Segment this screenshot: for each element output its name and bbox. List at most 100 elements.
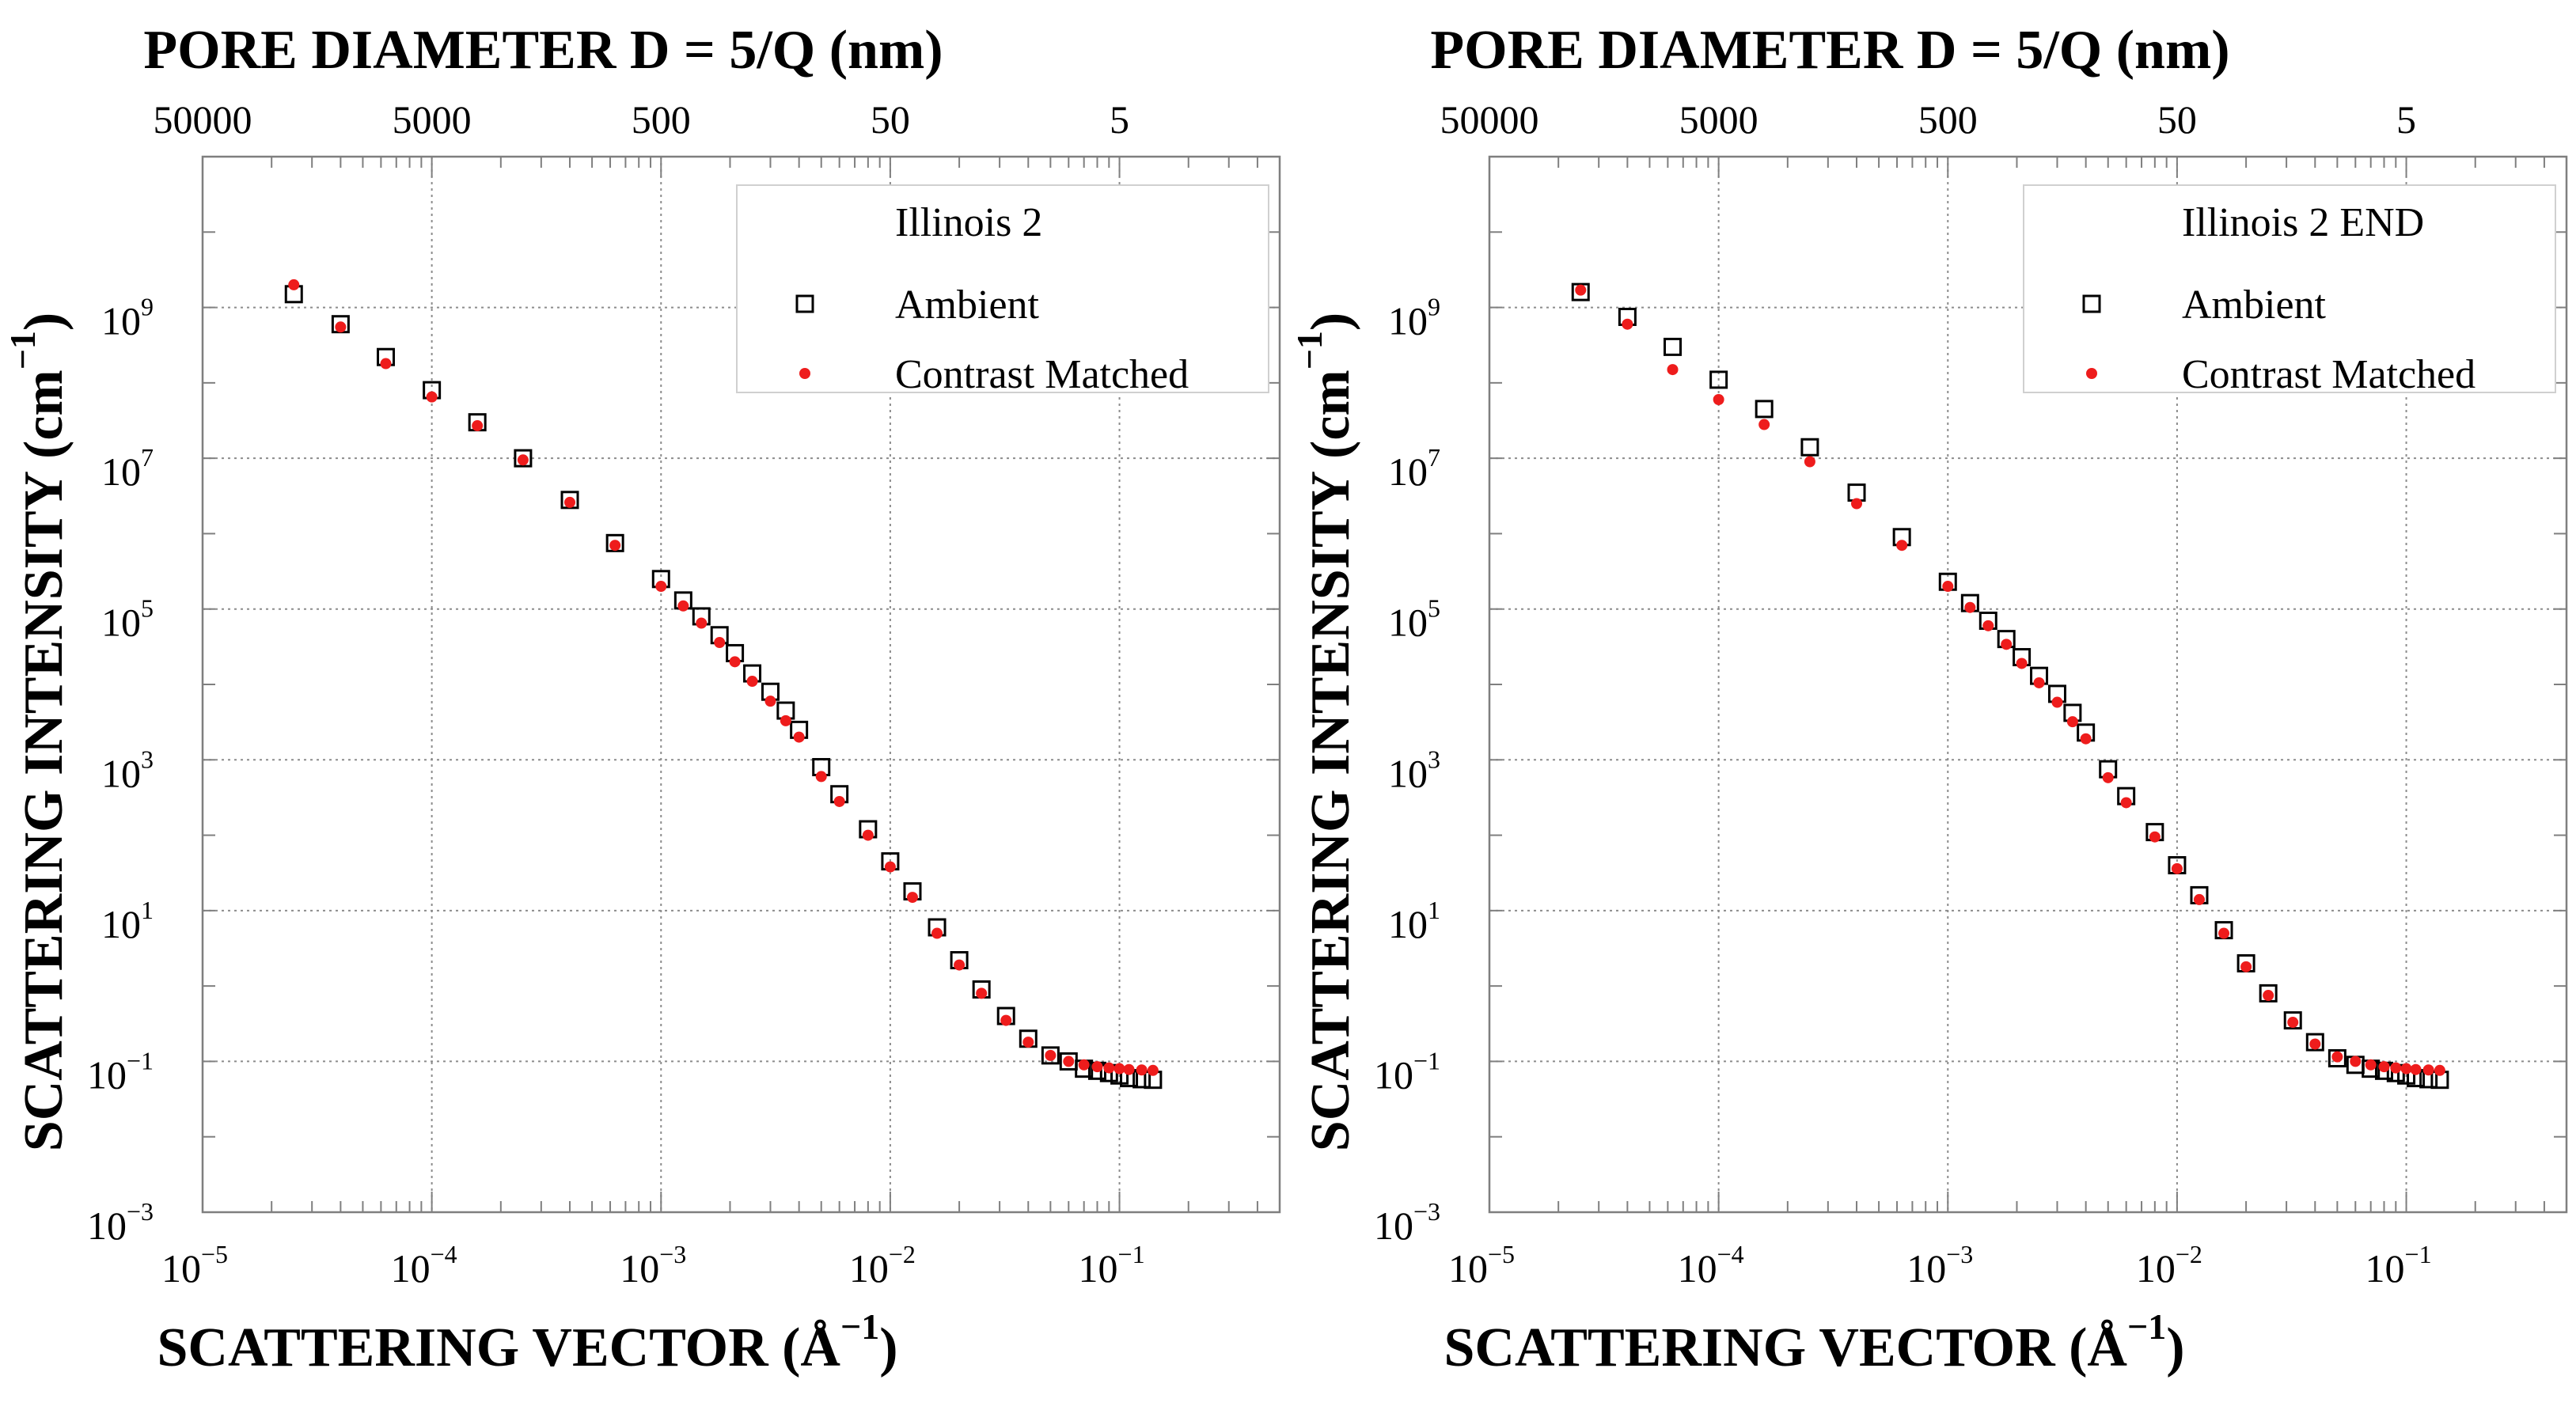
data-point-contrast-matched (2309, 1038, 2321, 1050)
data-point-contrast-matched (1851, 498, 1863, 510)
data-point-contrast-matched (1575, 284, 1587, 296)
data-point-contrast-matched (1147, 1064, 1159, 1076)
legend-marker-contrast-matched (799, 368, 810, 379)
data-point-ambient (1755, 400, 1774, 419)
x-tick-label: 10−5 (1448, 1240, 1515, 1291)
data-point-contrast-matched (1103, 1062, 1115, 1074)
data-point-contrast-matched (793, 731, 805, 743)
y-tick-label: 103 (101, 745, 154, 795)
top-tick-label: 500 (1918, 97, 1978, 142)
series-ambient (1571, 282, 2449, 1090)
y-tick-label: 10−3 (87, 1197, 154, 1248)
data-point-contrast-matched (833, 795, 845, 807)
data-point-contrast-matched (884, 861, 896, 873)
series-contrast-matched (1575, 284, 2445, 1076)
data-point-contrast-matched (1622, 318, 1633, 330)
top-axis-title: PORE DIAMETER D = 5/Q (nm) (143, 20, 943, 81)
data-point-contrast-matched (472, 420, 484, 432)
data-point-contrast-matched (815, 771, 827, 783)
data-point-ambient (2328, 1048, 2346, 1067)
y-tick-label: 105 (1388, 594, 1440, 645)
data-point-ambient (1664, 337, 1683, 356)
top-tick-label: 5000 (1679, 97, 1758, 142)
y-axis-label: SCATTERING INTENSITY (cm−1) (1289, 313, 1361, 1151)
data-point-contrast-matched (780, 714, 791, 726)
data-point-contrast-matched (931, 927, 943, 939)
plot-frame (201, 155, 1281, 1214)
data-point-contrast-matched (2410, 1063, 2422, 1075)
data-point-contrast-matched (380, 358, 392, 370)
x-tick-label: 10−3 (620, 1240, 686, 1291)
data-point-contrast-matched (2422, 1064, 2434, 1076)
data-point-contrast-matched (2120, 797, 2132, 809)
x-tick-label: 10−1 (1079, 1240, 1145, 1291)
data-point-contrast-matched (2263, 990, 2274, 1002)
data-point-ambient (2305, 1033, 2324, 1052)
legend-entry-label: Ambient (2182, 282, 2327, 328)
top-tick-label: 50 (871, 97, 910, 142)
data-point-contrast-matched (1982, 620, 1994, 631)
data-point-contrast-matched (2287, 1017, 2299, 1029)
data-point-contrast-matched (1078, 1059, 1090, 1071)
y-tick-label: 107 (1388, 443, 1440, 494)
data-point-contrast-matched (2033, 677, 2045, 688)
top-tick-label: 5000 (393, 97, 472, 142)
x-axis-label: SCATTERING VECTOR (Å−1) (157, 1306, 897, 1378)
y-tick-label: 101 (1388, 896, 1440, 946)
top-tick-label: 5 (2396, 97, 2416, 142)
x-tick-label: 10−4 (391, 1240, 457, 1291)
data-point-contrast-matched (1758, 419, 1770, 430)
data-point-contrast-matched (609, 540, 621, 551)
legend-box (2023, 184, 2556, 393)
data-point-contrast-matched (2218, 927, 2230, 939)
data-point-contrast-matched (906, 892, 918, 904)
data-point-contrast-matched (677, 600, 689, 612)
y-tick-label: 103 (1388, 745, 1440, 795)
y-tick-label: 105 (101, 594, 154, 645)
y-tick-label: 10−1 (1374, 1046, 1440, 1097)
data-point-contrast-matched (2434, 1064, 2445, 1076)
legend-entry-label: Contrast Matched (895, 352, 1189, 397)
data-point-contrast-matched (2390, 1062, 2402, 1074)
data-point-contrast-matched (746, 676, 758, 688)
data-point-contrast-matched (288, 279, 300, 290)
legend-entry-label: Ambient (895, 282, 1040, 328)
data-point-contrast-matched (862, 829, 874, 841)
data-point-contrast-matched (655, 581, 667, 593)
data-point-contrast-matched (335, 321, 347, 333)
data-point-contrast-matched (2102, 771, 2114, 783)
data-point-contrast-matched (2193, 893, 2205, 905)
data-point-contrast-matched (764, 696, 776, 707)
plot-frame (1488, 155, 2568, 1214)
data-point-contrast-matched (1942, 581, 1954, 593)
data-point-contrast-matched (1667, 364, 1679, 376)
data-point-contrast-matched (2240, 961, 2252, 972)
data-point-contrast-matched (2350, 1056, 2362, 1067)
legend-entry-label: Contrast Matched (2182, 352, 2475, 397)
data-point-contrast-matched (1964, 601, 1976, 613)
x-tick-label: 10−5 (161, 1240, 228, 1291)
data-point-contrast-matched (2365, 1059, 2377, 1071)
data-point-ambient (1571, 282, 1590, 301)
x-tick-label: 10−2 (849, 1240, 916, 1291)
data-point-contrast-matched (2331, 1051, 2343, 1063)
data-point-contrast-matched (2378, 1061, 2390, 1073)
data-point-contrast-matched (1091, 1061, 1103, 1073)
x-tick-label: 10−4 (1678, 1240, 1744, 1291)
top-tick-label: 500 (632, 97, 691, 142)
data-point-contrast-matched (2149, 831, 2161, 843)
data-point-contrast-matched (2051, 696, 2063, 708)
x-tick-label: 10−2 (2136, 1240, 2202, 1291)
legend-title: Illinois 2 (895, 200, 1042, 245)
series-ambient (284, 285, 1163, 1090)
data-point-contrast-matched (2171, 862, 2183, 874)
chart-panel-right: 10−5 10−4 10−3 10−2 10−1 10−3 10−1 101 103 105 107… (1289, 20, 2568, 1378)
legend-marker-ambient (795, 294, 814, 313)
data-point-ambient (1709, 370, 1728, 389)
data-point-contrast-matched (426, 391, 438, 403)
legend-marker-contrast-matched (2086, 368, 2097, 379)
y-axis-label: SCATTERING INTENSITY (cm−1) (2, 313, 74, 1151)
legend-title: Illinois 2 END (2182, 200, 2424, 245)
data-point-contrast-matched (2066, 716, 2078, 728)
